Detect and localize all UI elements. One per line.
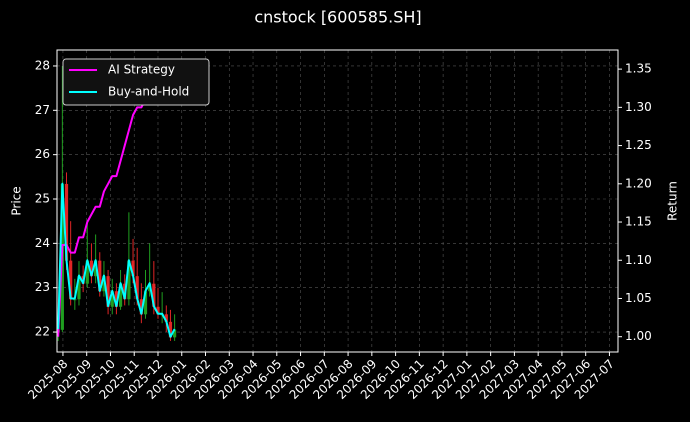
candle-body: [168, 321, 173, 338]
plot-frame: [56, 49, 619, 353]
candle-body: [85, 260, 89, 284]
legend: AI Strategy Buy-and-Hold: [62, 58, 210, 106]
y-tick-label: 22: [35, 325, 50, 339]
candle-body: [127, 260, 131, 300]
y2-tick-label: 1.20: [625, 176, 652, 190]
y-tick-label: 27: [35, 103, 50, 117]
legend-box: [62, 58, 210, 106]
candle-body: [89, 260, 94, 277]
candle-body: [139, 299, 143, 315]
candle-body: [156, 306, 160, 315]
legend-label: Buy-and-Hold: [108, 85, 189, 99]
candle-body: [106, 276, 110, 307]
candle-body: [131, 260, 135, 277]
candle-body: [73, 299, 77, 301]
y2-tick-label: 1.10: [625, 253, 652, 267]
candle-body: [110, 291, 114, 307]
plot-area: [56, 65, 177, 341]
candle-body: [114, 291, 119, 307]
candle-body: [173, 329, 177, 338]
candle-body: [94, 260, 98, 277]
y2-tick-label: 1.05: [625, 291, 652, 305]
legend-label: AI Strategy: [108, 63, 175, 77]
y-tick-label: 28: [35, 58, 50, 72]
candle-body: [135, 276, 139, 300]
y-tick-label: 24: [35, 236, 50, 250]
candle-body: [152, 283, 156, 307]
y-tick-label: 23: [35, 280, 50, 294]
series-line: [57, 182, 176, 338]
y2-tick-label: 1.30: [625, 100, 652, 114]
candle-body: [102, 276, 106, 292]
chart-title: cnstock [600585.SH]: [254, 8, 421, 27]
candle-body: [164, 314, 168, 322]
candle-body: [64, 183, 69, 261]
y-tick-label: 26: [35, 147, 50, 161]
candle-body: [98, 260, 102, 292]
y2-tick-label: 1.25: [625, 138, 652, 152]
candle-body: [77, 276, 81, 300]
candle-body: [69, 260, 73, 300]
y2-tick-label: 1.15: [625, 215, 652, 229]
y-tick-label: 25: [35, 192, 50, 206]
y2-tick-label: 1.35: [625, 62, 652, 76]
y2-axis-label: Return: [666, 181, 680, 221]
y2-tick-label: 1.00: [625, 329, 652, 343]
candle-body: [143, 291, 148, 315]
y-axis-label: Price: [10, 186, 24, 215]
candle-body: [118, 283, 123, 307]
grid: [57, 50, 618, 352]
